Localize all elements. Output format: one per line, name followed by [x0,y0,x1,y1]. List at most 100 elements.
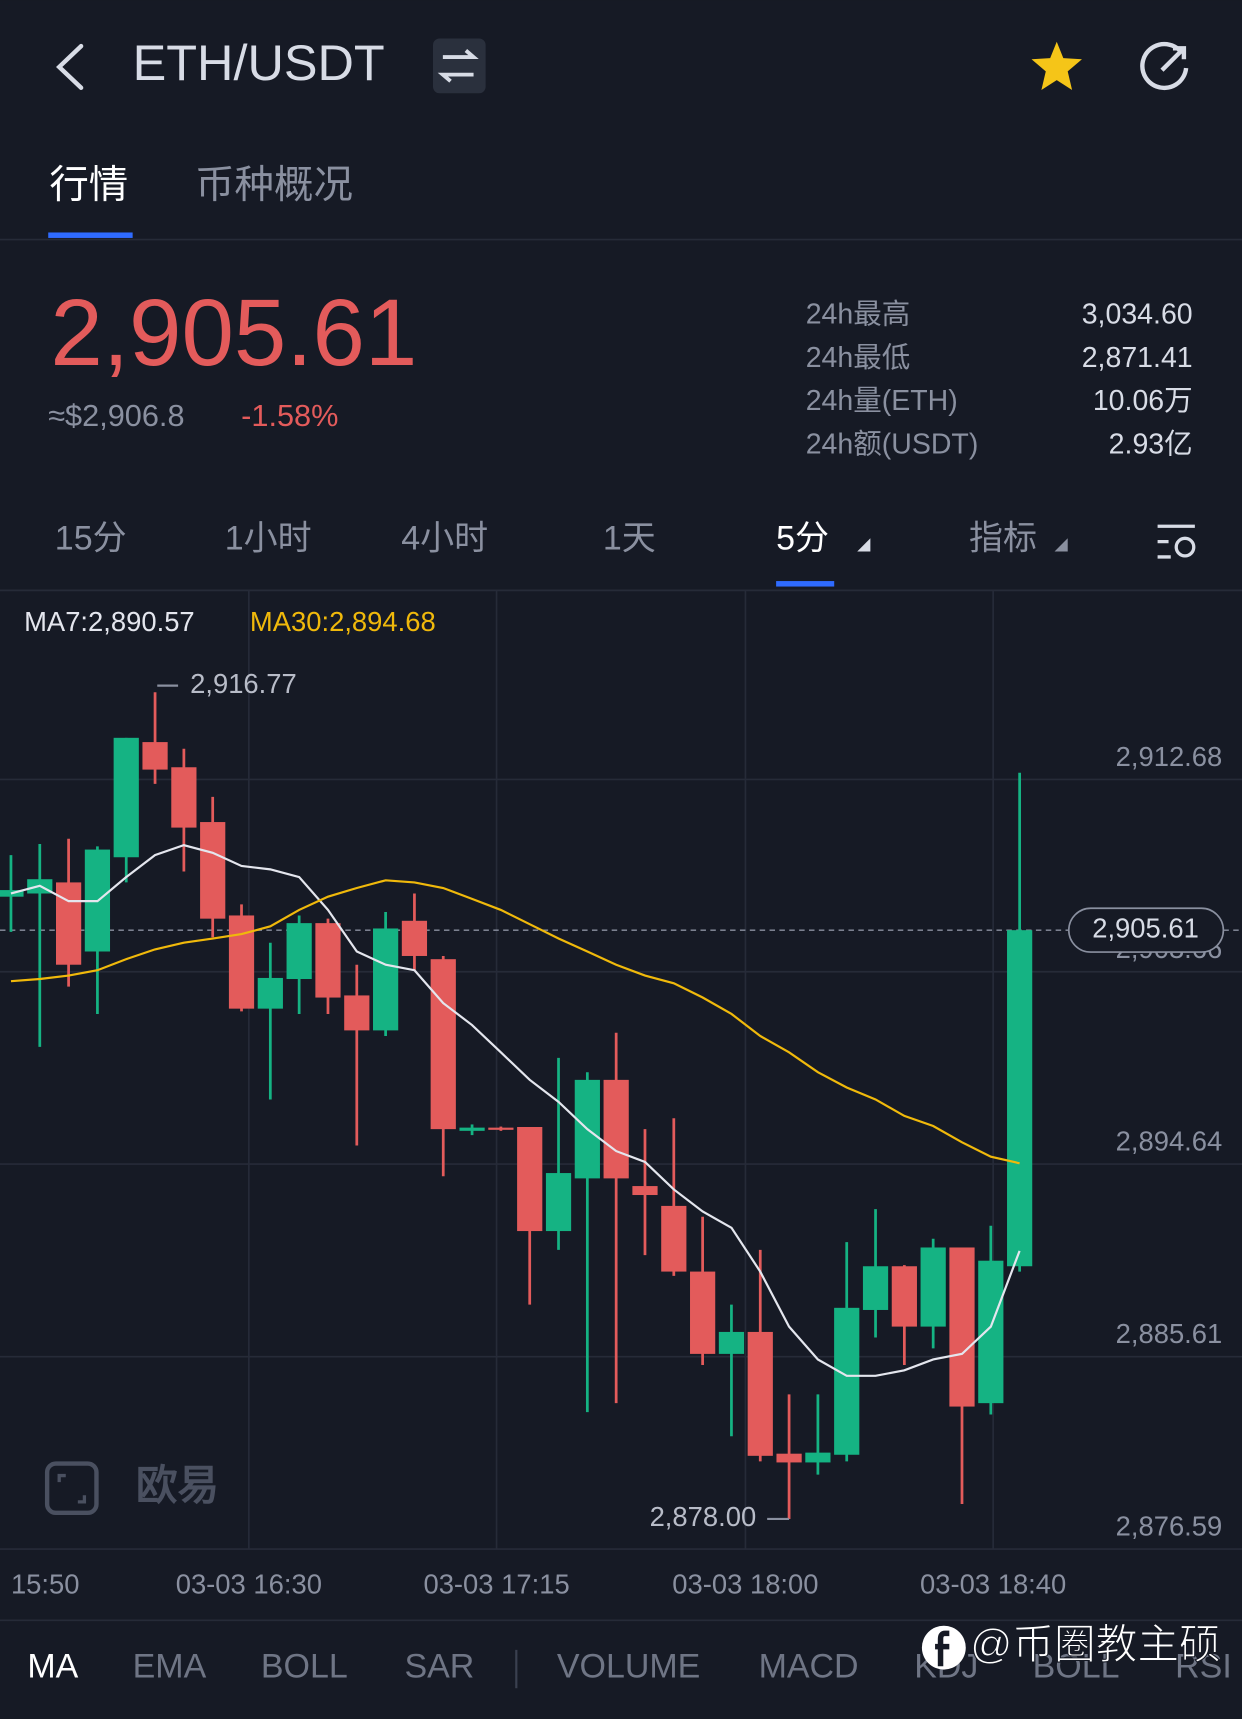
period-tabs: 15分 1小时 4小时 1天 5分 指标 [55,519,1037,557]
candle-body [747,1331,773,1456]
annotation-label: 2,916.77 [190,668,297,699]
share-arrow [1160,46,1187,72]
watermark-logo [44,1461,99,1516]
settings-gear [1174,536,1196,558]
candle-body [373,928,399,1031]
credit: @币圈教主硕 [970,1621,1220,1668]
period-underline [776,581,835,587]
candle-body [113,737,139,858]
share-button[interactable] [1140,41,1189,91]
x-tick-label: 03-03 17:15 [423,1569,569,1600]
indicator-tab[interactable]: MACD [759,1647,859,1685]
candle-body [430,959,456,1130]
tab-underline [48,232,133,238]
indicator-tab[interactable]: VOLUME [557,1647,700,1685]
candle-body [718,1331,745,1354]
tab[interactable]: 币种概况 [195,163,353,207]
candle-body [257,977,283,1009]
indicator-tab[interactable]: EMA [133,1647,207,1685]
candle-body [891,1266,917,1327]
favorite-star[interactable] [1031,41,1082,90]
swap-button[interactable] [433,38,486,94]
last-price: 2,905.61 [50,280,417,385]
candlestick-chart: 2,876.592,885.612,894.642,903.662,912.68… [0,589,1242,1600]
stats: 24h最高 3,034.60 24h最低 2,871.41 24h量(ETH) 10.06… [806,298,1193,460]
price-change: -1.58% [241,398,338,433]
candle-body [228,915,255,1009]
candle-body [920,1247,946,1327]
settings-lines [1157,524,1195,559]
indicator-tab[interactable]: SAR [404,1647,474,1685]
share-arc [1140,41,1189,91]
y-tick-label: 2,894.64 [1116,1126,1223,1157]
candle-body [517,1126,543,1232]
candle-body [315,923,341,998]
period-tab[interactable]: 1小时 [225,519,312,557]
watermark-icon [57,1473,87,1504]
annotation-label: 2,878.00 [650,1501,757,1532]
candle-body [834,1307,860,1455]
candle-body [286,923,312,980]
stat-value: 2.93亿 [1109,429,1193,461]
candle-body [661,1205,687,1272]
candle-body [805,1452,831,1463]
x-tick-label: 03-03 18:00 [672,1569,818,1600]
candle-body [978,1260,1004,1404]
legend-entry: MA7:2,890.57 [24,606,195,637]
candle-body [690,1271,716,1354]
stat-label: 24h最低 [806,342,911,374]
swap-box [433,38,486,94]
x-tick-label: 03-03 18:40 [920,1569,1066,1600]
candle-body [200,822,226,919]
stat-value: 2,871.41 [1082,342,1193,374]
tab[interactable]: 行情 [49,163,128,207]
current-price-badge [1067,907,1225,953]
legend-entry: MA30:2,894.68 [250,606,436,637]
indicator-tab[interactable]: BOLL [261,1647,348,1685]
candle-body [344,995,370,1031]
candle-body [603,1079,629,1179]
pair-title: ETH/USDT [133,34,385,91]
candle-body [401,920,428,956]
x-tick-label: 15:50 [11,1569,80,1600]
candle-body [632,1186,658,1196]
period-tab[interactable]: 15分 [55,519,127,557]
ma-line [10,843,1021,1377]
stat-value: 3,034.60 [1082,298,1193,330]
chart-settings[interactable] [1157,524,1196,559]
swap-icon [437,49,479,83]
back-button[interactable] [56,43,84,90]
candle-body [142,742,168,770]
period-tab[interactable]: 1天 [603,519,656,557]
x-tick-label: 03-03 16:30 [176,1569,322,1600]
credit-logo-mark [935,1630,950,1667]
current-price-label: 2,905.61 [1092,912,1199,943]
candle-body [545,1173,572,1232]
indicator-tab[interactable]: BOLL [1033,1647,1120,1685]
y-tick-label: 2,876.59 [1116,1510,1223,1541]
ma-line [10,879,1020,1165]
stat-label: 24h最高 [806,298,911,330]
watermark: 欧易 [136,1462,219,1509]
y-tick-label: 2,885.61 [1116,1318,1223,1349]
indicator-tabs: MAEMABOLLSARVOLUMEMACDKDJBOLLRSI [27,1647,1231,1685]
y-tick-label: 2,912.68 [1116,741,1223,772]
indicator-tab[interactable]: RSI [1175,1647,1232,1685]
candle-body [459,1127,485,1131]
candle-body [171,767,197,828]
indicator-tab[interactable]: MA [27,1647,78,1685]
stat-label: 24h量(ETH) [806,385,958,417]
candle-body [55,882,82,965]
candle-body [1007,930,1033,1267]
candle-body [862,1266,889,1310]
usd-price: ≈$2,906.8 [48,398,184,433]
period-tab[interactable]: 指标 [969,519,1037,557]
stat-label: 24h额(USDT) [806,429,979,461]
candle-body [488,1127,514,1130]
period-tab[interactable]: 4小时 [401,519,488,557]
candle-body [949,1247,975,1407]
stat-value: 10.06万 [1093,385,1193,417]
period-tab[interactable]: 5分 [776,519,829,557]
